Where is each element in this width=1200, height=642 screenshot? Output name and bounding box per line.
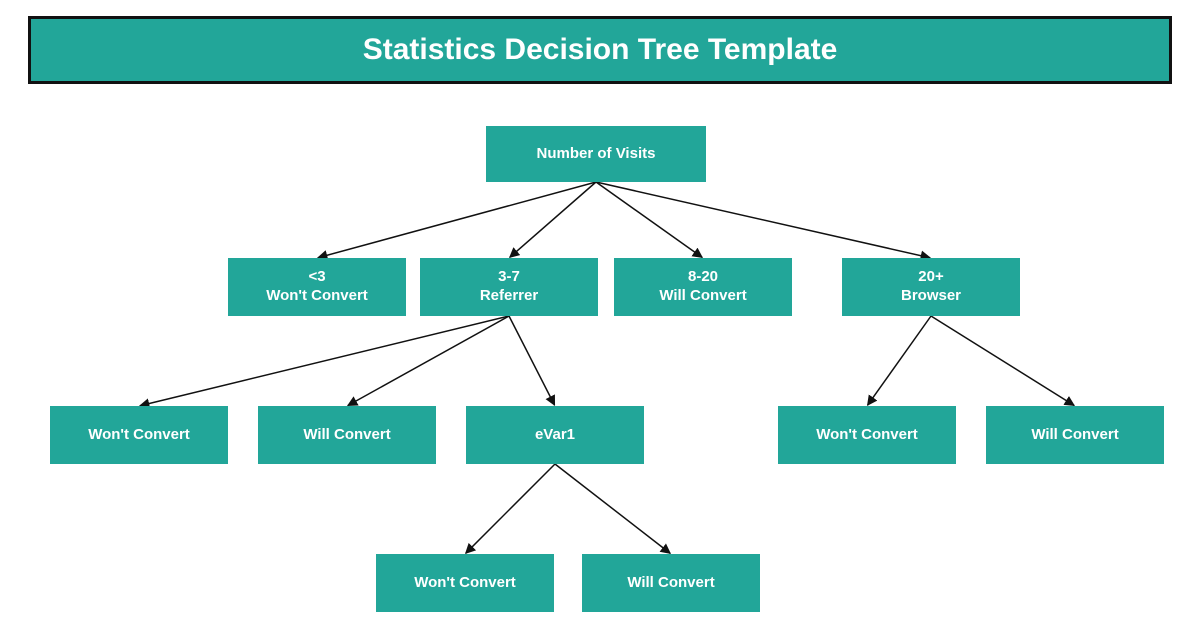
node-evar1: eVar1 (466, 406, 644, 464)
node-br_wc: Won't Convert (778, 406, 956, 464)
edge-evar1-ev_wc (466, 464, 555, 553)
title-text: Statistics Decision Tree Template (363, 33, 838, 67)
edge-r3_7-evar1 (509, 316, 555, 405)
edge-root-lt3 (318, 182, 596, 258)
node-r20p: 20+ Browser (842, 258, 1020, 316)
edge-root-r3_7 (510, 182, 596, 257)
edge-evar1-ev_will (555, 464, 670, 553)
diagram-stage: Statistics Decision Tree Template Number… (0, 0, 1200, 642)
node-ref_will: Will Convert (258, 406, 436, 464)
title-bar: Statistics Decision Tree Template (28, 16, 1172, 84)
edge-root-r20p (596, 182, 930, 258)
node-root: Number of Visits (486, 126, 706, 182)
edges-layer (0, 0, 1200, 642)
edge-r20p-br_will (931, 316, 1074, 405)
edge-root-r8_20 (596, 182, 702, 257)
node-lt3: <3 Won't Convert (228, 258, 406, 316)
edge-r20p-br_wc (868, 316, 931, 405)
node-br_will: Will Convert (986, 406, 1164, 464)
node-ev_will: Will Convert (582, 554, 760, 612)
node-r8_20: 8-20 Will Convert (614, 258, 792, 316)
edge-r3_7-ref_wc (140, 316, 509, 406)
node-r3_7: 3-7 Referrer (420, 258, 598, 316)
edge-r3_7-ref_will (348, 316, 509, 406)
node-ref_wc: Won't Convert (50, 406, 228, 464)
node-ev_wc: Won't Convert (376, 554, 554, 612)
